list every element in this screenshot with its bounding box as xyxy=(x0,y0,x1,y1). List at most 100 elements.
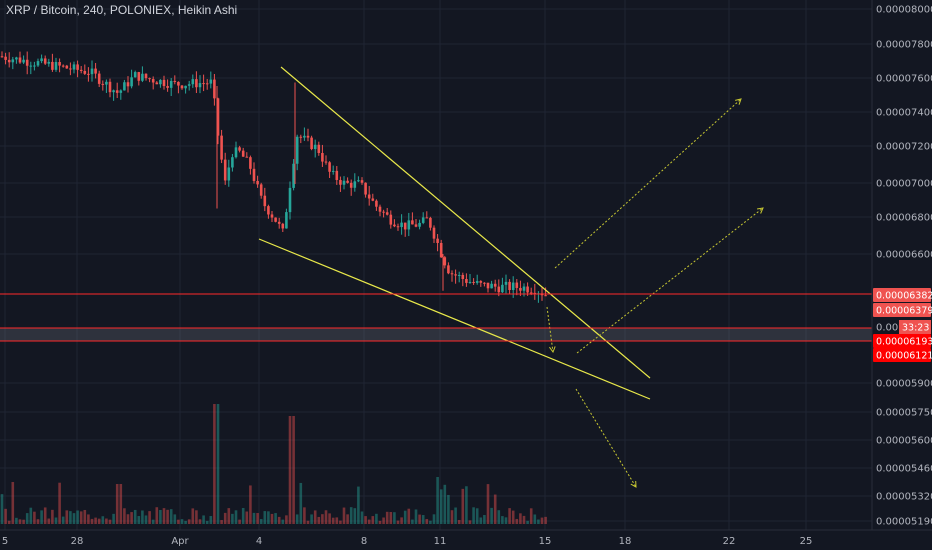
x-tick-label: 15 xyxy=(539,536,552,547)
candle-body xyxy=(191,79,195,85)
candle-body xyxy=(353,181,357,188)
wedge-lower-line xyxy=(258,238,651,400)
countdown-tag-bg xyxy=(899,320,931,334)
candle-body xyxy=(223,159,227,181)
volume-bar xyxy=(396,520,400,524)
candle-body xyxy=(544,295,547,297)
volume-bar xyxy=(540,517,544,524)
volume-bar xyxy=(65,510,69,524)
candle-body xyxy=(468,281,472,283)
price-tag-bg xyxy=(873,348,931,362)
y-tick-label: 0.00006800 xyxy=(876,213,932,224)
volume-bar xyxy=(36,519,40,524)
candle-body xyxy=(504,281,508,285)
candle-body xyxy=(65,65,69,69)
candle-body xyxy=(288,187,292,213)
price-tag-bg xyxy=(873,334,931,348)
volume-bar xyxy=(202,515,205,524)
candle-body xyxy=(87,73,90,75)
candle-body xyxy=(202,83,205,85)
volume-bar xyxy=(360,511,364,524)
volume-bar xyxy=(54,517,58,524)
volume-bar xyxy=(486,484,490,524)
candle-body xyxy=(400,222,403,228)
volume-bar xyxy=(213,404,216,524)
volume-bar xyxy=(389,511,393,524)
volume-bar xyxy=(29,507,33,524)
y-tick-label: 0.00005190 xyxy=(876,517,932,528)
x-tick-label: 25 xyxy=(800,536,813,547)
volume-bar xyxy=(522,515,526,524)
volume-bar xyxy=(83,509,87,524)
candle-body xyxy=(162,79,166,87)
candle-body xyxy=(148,78,151,80)
candle-body xyxy=(213,79,216,99)
candle-body xyxy=(43,58,47,64)
candle-body xyxy=(457,274,461,276)
x-tick-label: Apr xyxy=(171,536,189,547)
candle-body xyxy=(169,80,173,88)
countdown-prefix: 0.00 xyxy=(876,323,898,334)
projection-arrow xyxy=(554,98,742,269)
volume-bar xyxy=(123,508,126,524)
candle-body xyxy=(465,278,468,283)
volume-bar xyxy=(382,517,385,524)
volume-bar xyxy=(465,486,468,524)
volume-bar xyxy=(331,517,335,524)
volume-bar xyxy=(288,416,292,524)
volume-bar xyxy=(267,511,270,524)
candle-body xyxy=(105,81,108,85)
volume-bar xyxy=(414,509,418,524)
volume-bar xyxy=(0,494,4,524)
candle-body xyxy=(15,57,18,60)
volume-bar xyxy=(483,515,486,524)
volume-bar xyxy=(479,517,483,524)
volume-bar xyxy=(432,514,436,524)
candle-body xyxy=(450,273,454,275)
volume-bar xyxy=(173,514,177,524)
volume-bar xyxy=(169,509,173,524)
candle-body xyxy=(11,59,15,63)
candle-body xyxy=(483,282,486,284)
candle-body xyxy=(144,73,148,79)
candle-body xyxy=(173,80,177,82)
support-zone xyxy=(0,328,872,341)
x-tick-label: 5 xyxy=(2,536,8,547)
candle-body xyxy=(414,224,418,227)
candle-body xyxy=(259,184,263,196)
candle-body xyxy=(497,286,501,293)
candle-body xyxy=(339,179,342,185)
candle-body xyxy=(508,281,511,291)
volume-bar xyxy=(317,516,321,524)
candle-body xyxy=(447,265,450,274)
candle-body xyxy=(209,79,213,84)
volume-bar xyxy=(436,476,439,524)
volume-bar xyxy=(519,513,522,524)
candle-body xyxy=(227,167,231,181)
candle-body xyxy=(342,180,346,185)
volume-bar xyxy=(141,510,144,524)
candle-body xyxy=(295,136,299,164)
volume-bar xyxy=(277,516,281,524)
price-tag-bg xyxy=(873,303,931,317)
candle-body xyxy=(184,85,187,89)
candle-body xyxy=(515,282,519,288)
candle-body xyxy=(245,156,249,158)
candle-body xyxy=(371,198,375,201)
projection-arrow xyxy=(576,207,764,354)
y-tick-label: 0.00008000 xyxy=(876,5,932,16)
volume-bar xyxy=(245,511,249,524)
candle-body xyxy=(479,281,483,283)
volume-bar xyxy=(306,520,310,524)
volume-bar xyxy=(209,516,213,524)
volume-bar xyxy=(270,513,274,524)
volume-bar xyxy=(508,508,511,524)
candle-body xyxy=(349,182,353,188)
volume-bar xyxy=(303,507,306,524)
volume-bar xyxy=(72,513,76,524)
price-tag-label: 0.00006121 xyxy=(876,351,932,362)
volume-bar xyxy=(241,507,245,524)
volume-bar xyxy=(292,416,295,524)
candle-body xyxy=(393,224,396,227)
